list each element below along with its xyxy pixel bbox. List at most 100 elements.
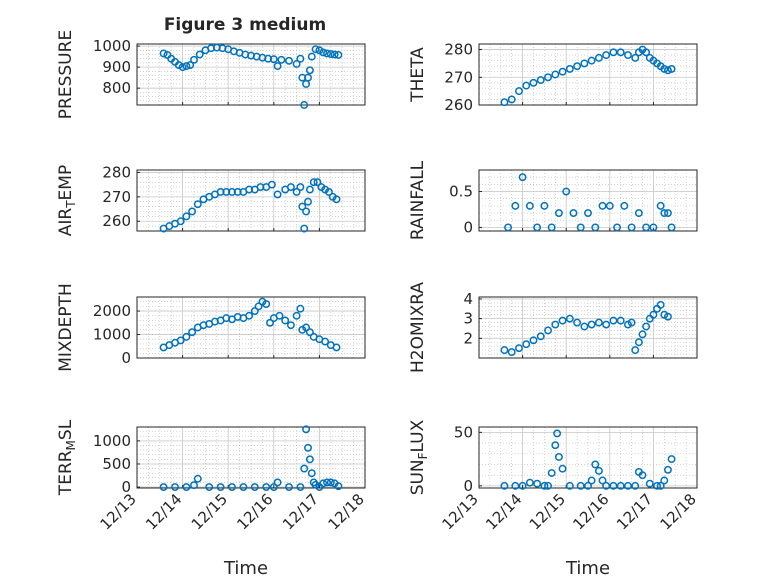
y-axis-label: AIRTEMP xyxy=(56,165,78,236)
x-tick-label: 12/14 xyxy=(482,490,525,533)
data-point xyxy=(193,474,202,483)
y-tick-label: 800 xyxy=(102,79,131,97)
data-point xyxy=(245,311,254,320)
x-tick-label: 12/13 xyxy=(439,490,482,533)
data-point xyxy=(273,190,282,199)
data-point xyxy=(540,481,549,490)
y-tick-label: 4 xyxy=(463,290,473,308)
y-tick-label: 2 xyxy=(463,329,473,347)
data-point xyxy=(298,202,307,211)
data-point xyxy=(319,48,328,57)
data-point xyxy=(334,482,343,491)
data-point xyxy=(313,178,322,187)
data-point xyxy=(292,60,301,68)
figure-title: Figure 3 medium xyxy=(164,15,326,35)
data-point xyxy=(186,61,195,69)
data-point xyxy=(547,469,556,477)
y-axis-label: MIXDEPTH xyxy=(56,283,76,372)
data-point xyxy=(302,323,311,332)
chart-panel: 0 50 12/13 12/14 12/15 12/16 12/17 12/18 SUNFLUX xyxy=(408,419,700,533)
data-point xyxy=(580,322,589,331)
data-point xyxy=(642,322,651,331)
data-point xyxy=(273,62,282,71)
data-point xyxy=(616,481,625,490)
x-tick-label: 12/18 xyxy=(325,490,368,533)
data-point xyxy=(507,95,516,104)
data-point xyxy=(178,63,187,72)
data-point xyxy=(667,65,676,73)
y-tick-label: 270 xyxy=(102,188,131,206)
data-point xyxy=(302,207,311,216)
data-point xyxy=(653,481,661,490)
axes-box xyxy=(478,296,698,359)
data-point xyxy=(544,481,552,490)
data-point xyxy=(663,312,672,321)
data-point xyxy=(304,443,312,452)
data-point xyxy=(565,481,574,490)
data-point xyxy=(159,49,168,58)
data-point xyxy=(558,464,567,473)
data-point xyxy=(500,98,509,107)
y-tick-label: 260 xyxy=(444,96,473,114)
y-axis-label: RAINFALL xyxy=(408,160,428,240)
data-point xyxy=(286,183,295,192)
chart-panel: 23 4 H2OMIXRA xyxy=(408,282,698,373)
data-point xyxy=(515,87,523,96)
data-point xyxy=(292,188,301,196)
data-point xyxy=(305,66,314,75)
data-point xyxy=(533,479,542,488)
data-point xyxy=(522,81,531,90)
x-tick-label: 12/13 xyxy=(97,490,140,533)
data-point xyxy=(304,73,312,82)
chart-panel: 260 270 280 THETA xyxy=(408,41,698,114)
data-point xyxy=(518,481,527,490)
data-point xyxy=(315,46,324,55)
y-tick-label: 3 xyxy=(463,310,473,328)
x-tick-label: 12/15 xyxy=(526,490,569,533)
y-axis-label: TERRMSL xyxy=(56,419,78,496)
data-point xyxy=(500,346,509,355)
data-point xyxy=(254,302,263,311)
y-axis-label: H2OMIXRA xyxy=(408,282,428,373)
data-point xyxy=(587,320,596,329)
data-point xyxy=(627,318,636,327)
data-point xyxy=(616,48,625,57)
data-point xyxy=(642,223,651,232)
data-point xyxy=(309,178,318,187)
data-point xyxy=(551,441,560,450)
y-axis-label: SUNFLUX xyxy=(408,419,430,495)
data-point xyxy=(326,478,335,487)
data-point xyxy=(660,476,669,485)
data-point xyxy=(171,483,179,492)
data-point xyxy=(190,55,198,64)
x-tick-label: 12/17 xyxy=(279,490,322,533)
data-point xyxy=(591,223,600,232)
data-point xyxy=(334,50,343,59)
axes-box xyxy=(136,43,366,106)
data-point xyxy=(195,50,204,59)
data-point xyxy=(634,209,643,218)
axes-box xyxy=(136,169,366,232)
data-point xyxy=(504,223,513,232)
data-point xyxy=(305,185,314,194)
data-point xyxy=(576,223,585,232)
data-point xyxy=(159,483,168,492)
y-tick-label: 0 xyxy=(121,478,131,496)
data-point xyxy=(634,338,643,347)
data-point xyxy=(304,197,312,206)
data-point xyxy=(580,59,589,68)
data-point xyxy=(594,318,603,327)
data-point xyxy=(262,300,271,308)
data-point xyxy=(176,336,185,345)
data-point xyxy=(660,65,669,73)
data-point xyxy=(193,200,202,209)
data-point xyxy=(649,223,658,232)
data-point xyxy=(587,476,596,485)
y-tick-label: 1000 xyxy=(93,37,131,55)
y-tick-label: 0 xyxy=(463,218,473,236)
data-point xyxy=(536,332,545,341)
data-point xyxy=(631,481,640,490)
y-tick-label: 0 xyxy=(463,477,473,495)
data-point xyxy=(311,45,320,54)
data-point xyxy=(540,201,549,210)
